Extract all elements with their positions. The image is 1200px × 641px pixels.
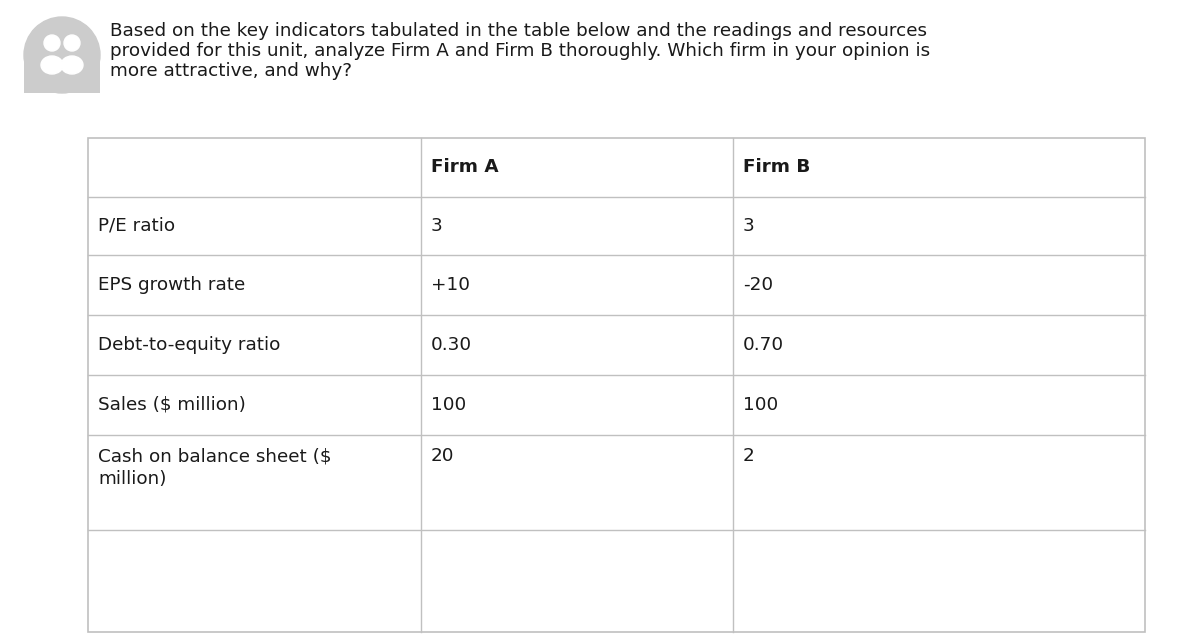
Ellipse shape	[41, 56, 64, 74]
Text: -20: -20	[743, 276, 773, 294]
Ellipse shape	[61, 60, 83, 78]
Text: Firm A: Firm A	[431, 158, 499, 176]
Bar	[24, 55, 100, 93]
Text: Sales ($ million): Sales ($ million)	[98, 396, 246, 414]
Text: +10: +10	[431, 276, 470, 294]
Text: Firm B: Firm B	[743, 158, 810, 176]
Text: Based on the key indicators tabulated in the table below and the readings and re: Based on the key indicators tabulated in…	[110, 22, 928, 40]
Ellipse shape	[41, 60, 64, 78]
Text: 0.30: 0.30	[431, 336, 472, 354]
Text: 0.70: 0.70	[743, 336, 784, 354]
Text: more attractive, and why?: more attractive, and why?	[110, 62, 352, 80]
Text: Debt-to-equity ratio: Debt-to-equity ratio	[98, 336, 281, 354]
Text: 20: 20	[431, 447, 455, 465]
Bar	[88, 138, 1145, 632]
Text: provided for this unit, analyze Firm A and Firm B thoroughly. Which firm in your: provided for this unit, analyze Firm A a…	[110, 42, 930, 60]
Text: EPS growth rate: EPS growth rate	[98, 276, 245, 294]
Text: 100: 100	[431, 396, 467, 414]
Circle shape	[44, 35, 60, 51]
Text: 2: 2	[743, 447, 755, 465]
Text: Cash on balance sheet ($: Cash on balance sheet ($	[98, 447, 331, 465]
Text: P/E ratio: P/E ratio	[98, 217, 175, 235]
Circle shape	[64, 35, 80, 51]
Text: 3: 3	[431, 217, 443, 235]
Circle shape	[24, 17, 100, 93]
Ellipse shape	[61, 56, 83, 74]
Text: 100: 100	[743, 396, 779, 414]
Text: 3: 3	[743, 217, 755, 235]
Text: million): million)	[98, 470, 167, 488]
